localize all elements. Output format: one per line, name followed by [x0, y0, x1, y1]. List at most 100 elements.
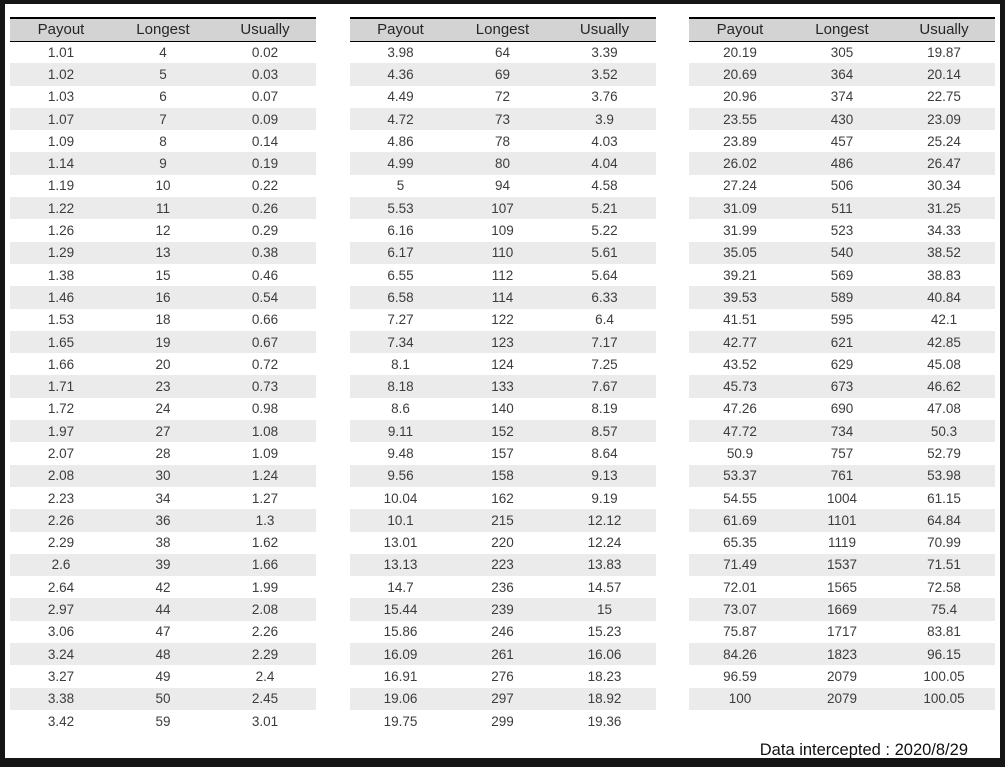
table-cell: 2.29	[251, 646, 279, 662]
table-cell: 3.42	[47, 713, 75, 729]
table-row: 2.23 34 1.27	[10, 487, 316, 509]
column-header-payout: Payout	[689, 17, 791, 42]
column-header-usually: Usually	[893, 17, 995, 42]
table-cell: 158	[491, 468, 514, 484]
table-cell: 1669	[826, 602, 858, 618]
table-row: 39.53 589 40.84	[689, 286, 995, 309]
table-row: 1.65 19 0.67	[10, 330, 316, 354]
table-cell: 5.53	[387, 200, 414, 216]
table-row: 4.99 80 4.04	[349, 152, 656, 175]
table-cell: 364	[830, 66, 854, 82]
table-cell: 80	[494, 156, 511, 172]
table-cell: 3.38	[47, 691, 75, 707]
table-cell: 12.12	[587, 512, 622, 528]
header-row: Payout Longest Usually	[10, 17, 316, 42]
table-cell: 0.67	[251, 334, 279, 350]
table-row: 9.11 152 8.57	[349, 420, 656, 443]
table-row: 14.7 236 14.57	[350, 576, 656, 598]
table-cell: 94	[494, 178, 511, 194]
table-cell: 1823	[826, 646, 858, 662]
table-cell: 15.23	[587, 624, 622, 640]
table-cell: 27.24	[723, 178, 757, 194]
table-1-header: Payout Longest Usually	[10, 17, 316, 42]
table-cell: 14.7	[387, 579, 414, 595]
table-cell: 6.58	[387, 289, 414, 305]
table-3-header: Payout Longest Usually	[689, 17, 995, 42]
table-cell: 73	[494, 111, 511, 127]
column-header-payout: Payout	[10, 17, 112, 42]
table-cell: 75.87	[723, 624, 757, 640]
table-cell: 47.72	[723, 423, 757, 439]
table-row: 10.04 162 9.19	[350, 487, 656, 509]
table-cell: 26.47	[927, 156, 961, 172]
table-row: 4.49 72 3.76	[350, 86, 656, 108]
table-cell: 15	[596, 602, 613, 618]
table-cell: 124	[491, 356, 514, 372]
table-row: 16.09 261 16.06	[349, 643, 656, 666]
table-row: 1.72 24 0.98	[10, 398, 316, 420]
table-cell: 1.97	[47, 423, 75, 439]
table-cell: 2.97	[47, 602, 75, 618]
table-cell: 2079	[826, 668, 858, 684]
table-row: 43.52 629 45.08	[689, 353, 995, 375]
table-cell: 7.27	[387, 312, 414, 328]
table-cell: 297	[491, 691, 514, 707]
table-cell: 8.64	[591, 445, 618, 461]
table-row: 75.87 1717 83.81	[689, 621, 995, 643]
table-cell: 27	[155, 423, 171, 439]
table-cell: 7.34	[387, 334, 414, 350]
table-cell: 0.03	[251, 66, 279, 82]
table-cell: 1.29	[47, 245, 75, 261]
table-cell: 4.86	[387, 133, 414, 149]
table-row: 16.91 276 18.23	[350, 665, 656, 687]
table-cell: 16.91	[383, 668, 418, 684]
table-row: 8.1 124 7.25	[350, 353, 656, 375]
table-cell: 1.09	[47, 133, 75, 149]
table-cell: 1.01	[47, 44, 75, 60]
table-cell: 3.24	[47, 646, 75, 662]
table-cell: 31.09	[723, 200, 757, 216]
table-cell: 757	[830, 445, 854, 461]
table-row: 13.01 220 12.24	[350, 532, 656, 554]
table-row: 47.72 734 50.3	[689, 420, 995, 443]
table-cell: 38.52	[927, 245, 961, 261]
table-cell: 2079	[826, 691, 858, 707]
table-cell: 35.05	[723, 245, 757, 261]
table-row: 2.07 28 1.09	[10, 442, 316, 464]
payout-table-2: Payout Longest Usually 3.98 64 3.39 4.36 69 3…	[349, 17, 656, 732]
header-row: Payout Longest Usually	[689, 17, 995, 42]
table-cell: 6.16	[387, 223, 414, 239]
table-cell: 0.09	[251, 111, 279, 127]
table-row: 1.03 6 0.07	[10, 86, 316, 108]
table-cell: 4.99	[387, 156, 414, 172]
table-cell: 140	[491, 401, 514, 417]
table-cell: 223	[491, 557, 514, 573]
table-cell: 20.69	[723, 66, 757, 82]
table-cell: 64	[494, 44, 511, 60]
table-row: 31.09 511 31.25	[689, 197, 995, 220]
table-cell: 2.29	[47, 535, 75, 551]
table-cell: 540	[830, 245, 854, 261]
table-cell: 46.62	[927, 379, 961, 395]
table-row: 8.18 133 7.67	[349, 375, 656, 398]
table-cell: 10.1	[387, 512, 414, 528]
table-cell: 41.51	[723, 312, 757, 328]
table-cell: 18	[155, 312, 171, 328]
table-cell: 506	[830, 178, 854, 194]
table-row: 20.96 374 22.75	[689, 86, 995, 108]
table-cell: 31.25	[927, 200, 961, 216]
table-cell: 72.01	[723, 579, 757, 595]
table-cell: 0.73	[251, 379, 279, 395]
table-cell: 42.85	[927, 334, 961, 350]
table-cell: 23.09	[927, 111, 961, 127]
column-header-longest: Longest	[112, 17, 214, 42]
table-cell: 1.14	[47, 156, 75, 172]
table-row: 5 94 4.58	[350, 175, 656, 197]
table-cell: 7	[159, 111, 167, 127]
table-row: 84.26 1823 96.15	[689, 643, 995, 666]
table-row: 4.86 78 4.03	[350, 130, 656, 152]
table-cell: 3.52	[591, 66, 618, 82]
table-row: 6.17 110 5.61	[349, 241, 656, 264]
table-cell: 162	[491, 490, 514, 506]
